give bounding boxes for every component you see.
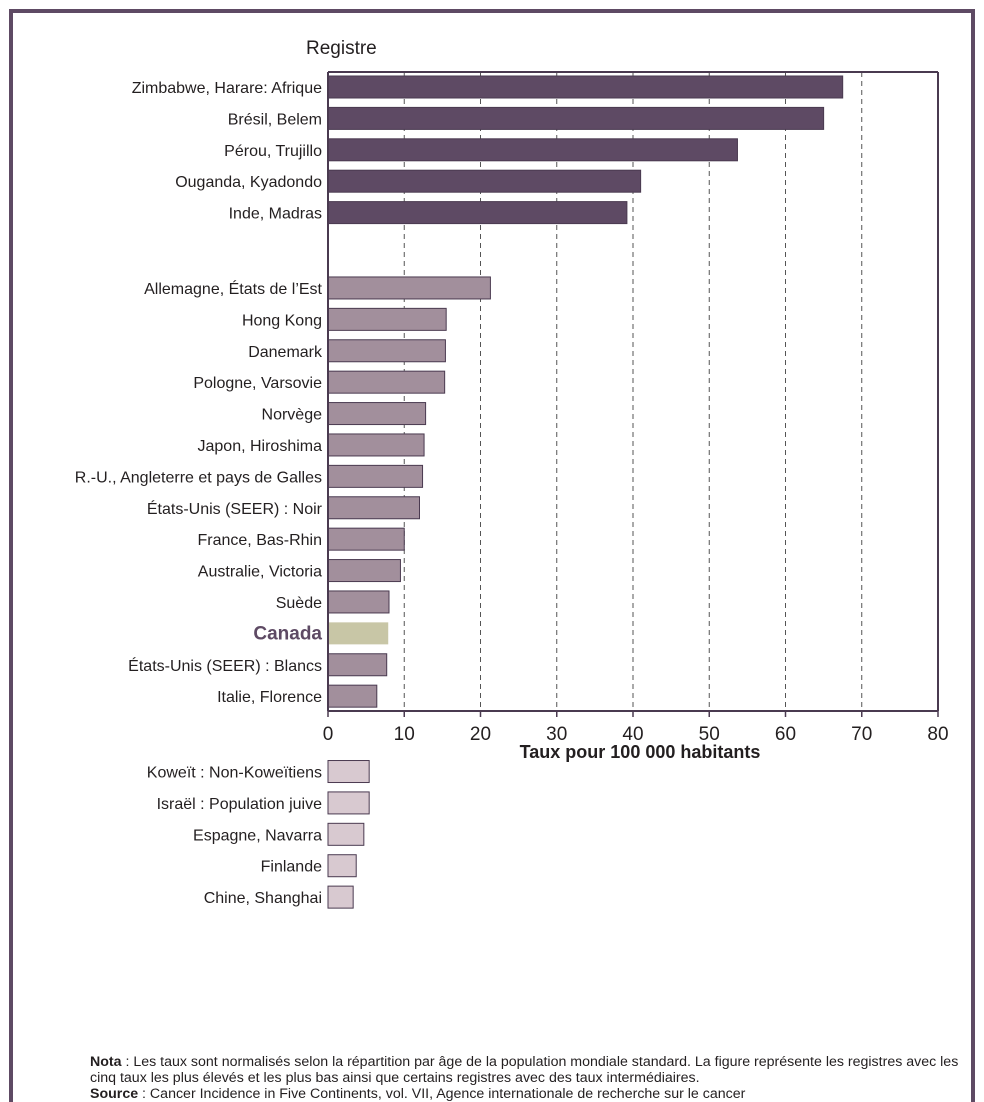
bar-item (327, 138, 738, 162)
x-tick-label: 70 (851, 724, 872, 745)
x-tick-label: 10 (394, 724, 415, 745)
category-label: Finlande (261, 859, 322, 876)
bar-item (327, 559, 401, 583)
category-label: Canada (253, 623, 322, 644)
bar-item (327, 201, 628, 225)
bar-item (327, 276, 491, 300)
category-label: Koweït : Non-Koweïtiens (147, 765, 322, 782)
bar-item (327, 106, 825, 130)
nota-paragraph: Nota : Les taux sont normalisés selon la… (90, 1054, 970, 1086)
axes (327, 71, 939, 717)
category-label: Espagne, Navarra (193, 827, 322, 844)
x-tick-label: 50 (699, 724, 720, 745)
category-label: Pologne, Varsovie (193, 375, 322, 392)
x-tick-label: 0 (323, 724, 334, 745)
category-label: Danemark (248, 344, 323, 361)
nota-label: Nota (90, 1054, 122, 1070)
bar-item (327, 653, 388, 677)
category-label: États-Unis (SEER) : Noir (147, 499, 323, 518)
category-label: Brésil, Belem (228, 111, 322, 128)
category-label: Israël : Population juive (157, 796, 323, 813)
nota-text: : Les taux sont normalisés selon la répa… (90, 1054, 959, 1086)
bar-item (327, 527, 405, 551)
source-paragraph: Source : Cancer Incidence in Five Contin… (90, 1086, 970, 1102)
category-label: Allemagne, États de l’Est (144, 279, 322, 298)
bar-item (327, 370, 446, 394)
x-tick-label: 20 (470, 724, 491, 745)
category-label: États-Unis (SEER) : Blancs (128, 656, 322, 675)
category-label: Australie, Victoria (198, 564, 322, 581)
bar-item (327, 75, 844, 99)
category-label: France, Bas-Rhin (198, 532, 323, 549)
category-label: Ouganda, Kyadondo (175, 174, 322, 191)
bar-item (327, 402, 427, 426)
x-tick-label: 80 (927, 724, 948, 745)
category-label: Inde, Madras (229, 206, 322, 223)
y-axis-header: Registre (306, 38, 377, 59)
grid-lines (403, 72, 863, 711)
category-label: Pérou, Trujillo (224, 143, 322, 160)
bar-item (327, 433, 425, 457)
source-label: Source (90, 1086, 139, 1102)
bars (327, 75, 844, 909)
bar-item (327, 885, 354, 909)
x-tick-label: 30 (546, 724, 567, 745)
x-axis-title: Taux pour 100 000 habitants (520, 742, 761, 762)
category-labels: Zimbabwe, Harare: Afrique Brésil, Belem Pé… (75, 80, 323, 907)
bar-item (327, 590, 390, 614)
category-label: Zimbabwe, Harare: Afrique (132, 80, 322, 97)
category-label: Japon, Hiroshima (198, 438, 323, 455)
figure-notes: Nota : Les taux sont normalisés selon la… (90, 1054, 970, 1102)
bar-item (327, 760, 370, 784)
x-tick-labels: 0 10 20 30 40 50 60 70 80 (323, 724, 949, 745)
bar-item (327, 822, 365, 846)
bar-item (327, 791, 370, 815)
bar-item (327, 496, 420, 520)
bar-item (327, 307, 447, 331)
bar-item (327, 339, 446, 363)
bar-item (327, 169, 642, 193)
source-text: : Cancer Incidence in Five Continents, v… (138, 1086, 746, 1102)
category-label: Hong Kong (242, 312, 322, 329)
bar-item (327, 854, 357, 878)
category-label: Chine, Shanghai (204, 890, 322, 907)
bar-highlight (328, 622, 389, 645)
bar-chart: Zimbabwe, Harare: Afrique Brésil, Belem Pé… (75, 38, 949, 909)
category-label: R.-U., Angleterre et pays de Galles (75, 469, 322, 486)
x-tick-label: 60 (775, 724, 796, 745)
category-label: Italie, Florence (217, 689, 322, 706)
category-label: Suède (276, 595, 322, 612)
bar-item (327, 464, 424, 488)
category-label: Norvège (262, 407, 323, 424)
x-tick-label: 40 (622, 724, 643, 745)
bar-item (327, 684, 378, 708)
